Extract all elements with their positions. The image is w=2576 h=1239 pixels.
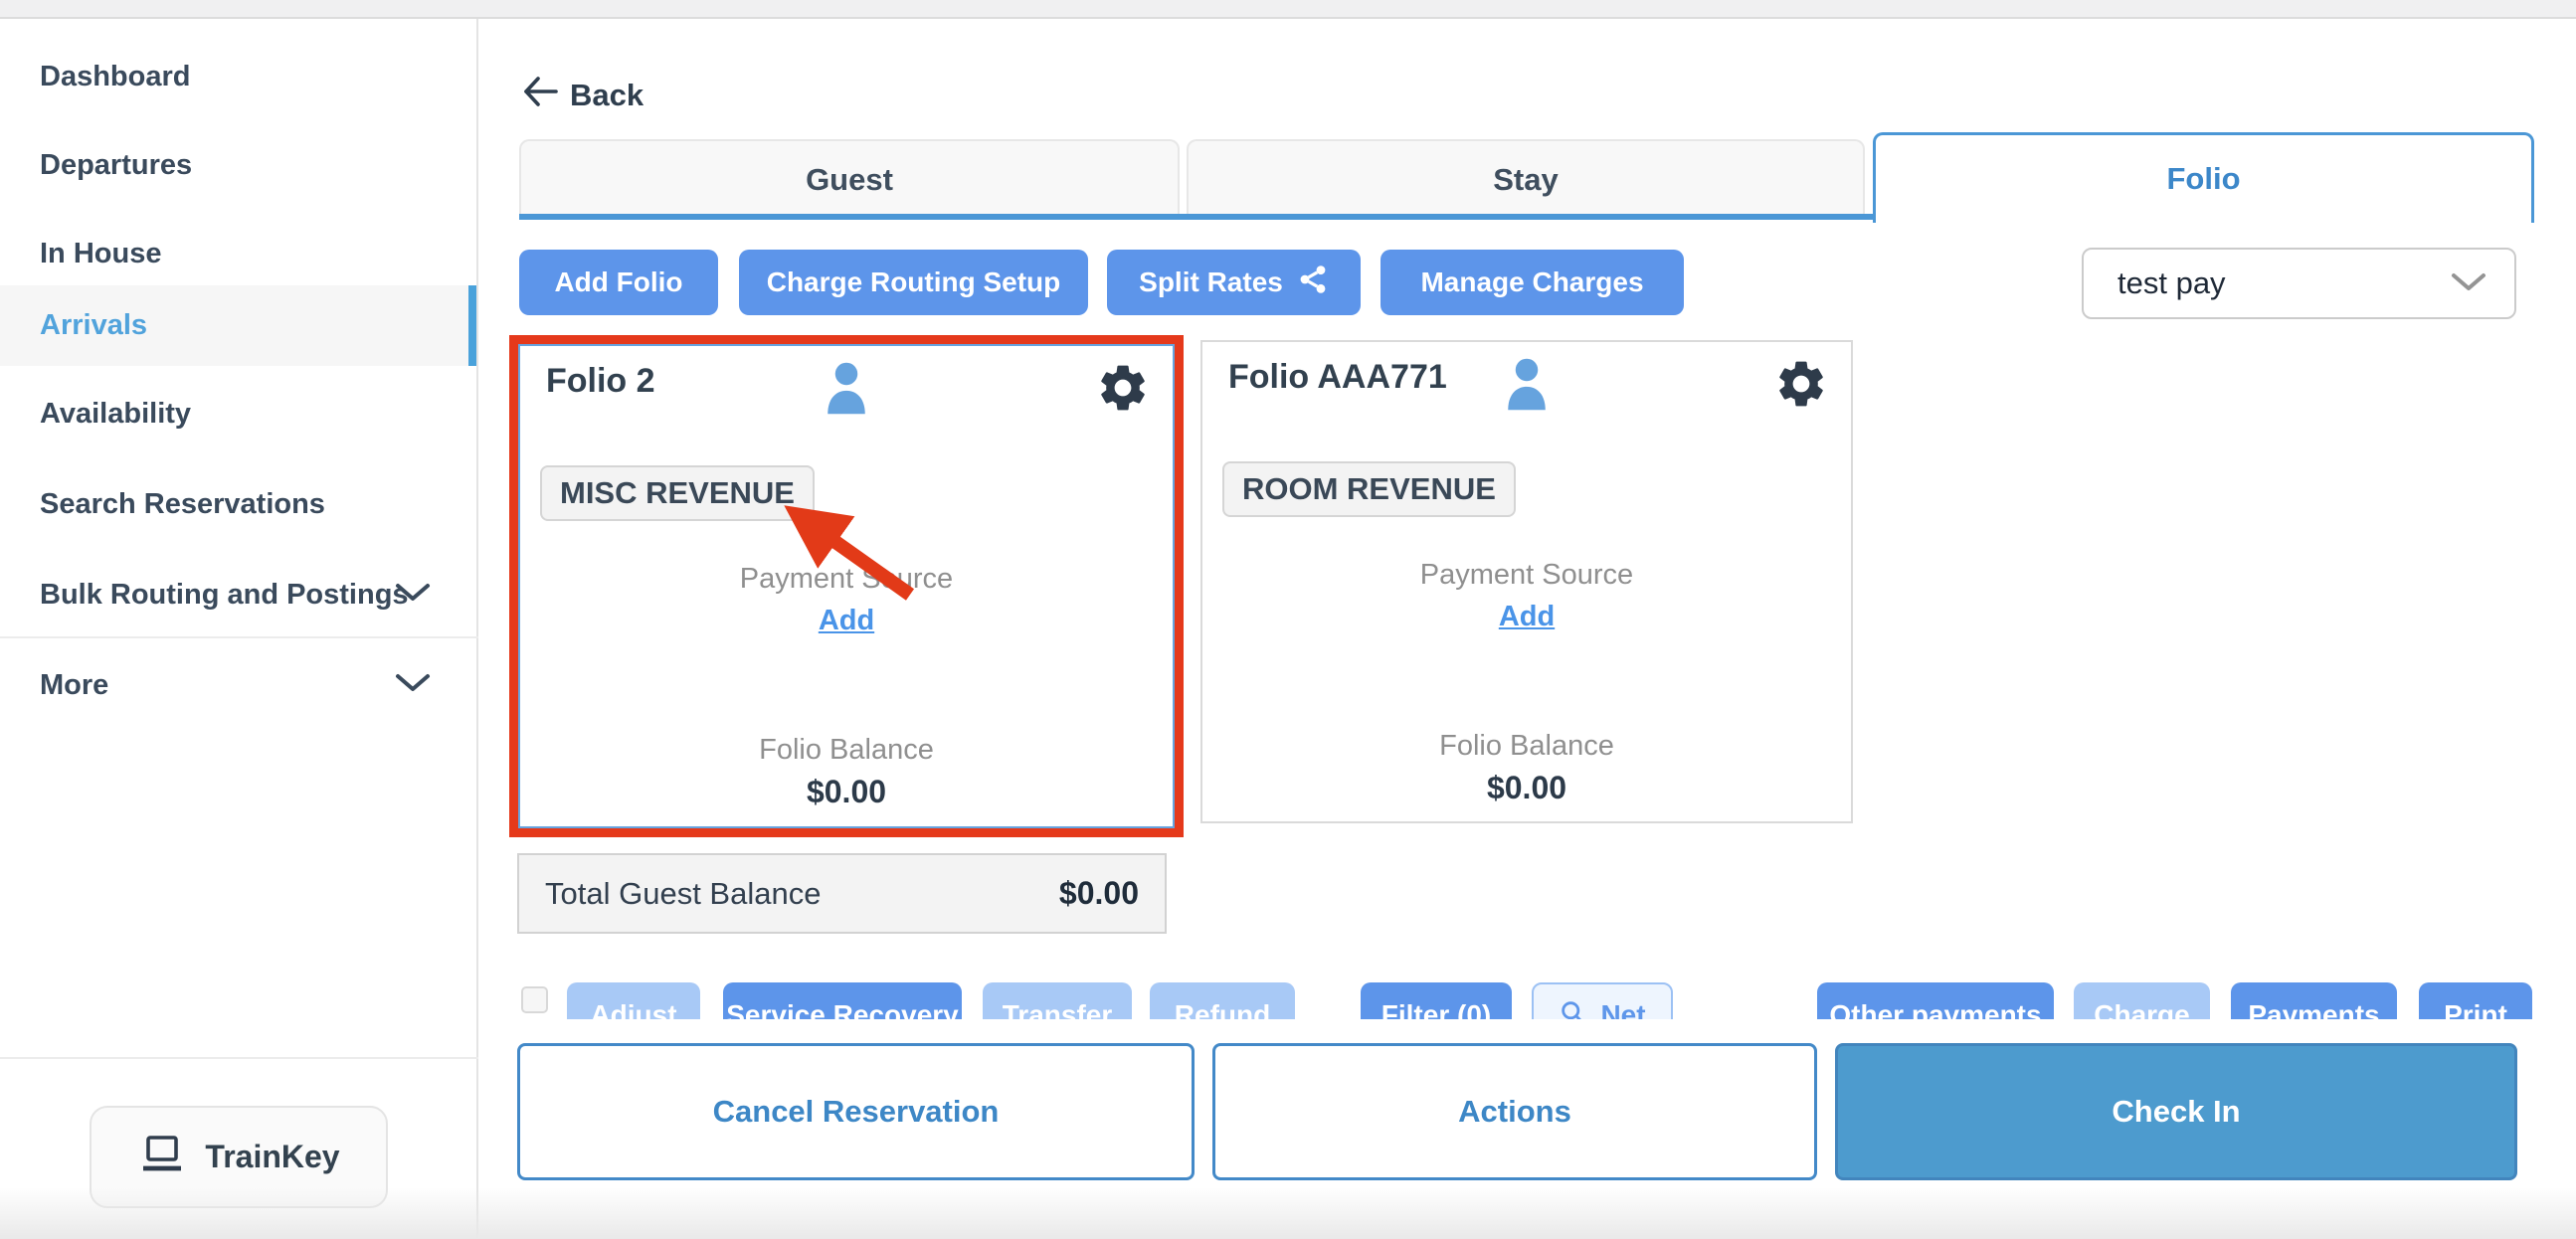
tab-folio[interactable]: Folio: [1873, 132, 2534, 223]
filter-button[interactable]: Filter (0): [1361, 982, 1512, 1019]
adjust-button[interactable]: Adjust: [567, 982, 700, 1019]
folio-title: Folio AAA771: [1228, 358, 1447, 396]
trainkey-brand-button[interactable]: TrainKey: [90, 1106, 388, 1208]
service-recovery-button[interactable]: Service Recovery: [723, 982, 962, 1019]
sidebar-item-in-house[interactable]: In House: [40, 237, 162, 269]
actions-button[interactable]: Actions: [1212, 1043, 1817, 1180]
top-bar: [0, 0, 2576, 19]
chevron-down-icon: [395, 669, 431, 702]
print-button[interactable]: Print: [2419, 982, 2532, 1019]
arrow-left-icon: [522, 76, 560, 115]
other-payments-button[interactable]: Other payments: [1817, 982, 2054, 1019]
folio-card-folio-aaa771[interactable]: Folio AAA771 ROOM REVENUE Payment Source…: [1200, 340, 1853, 823]
split-rates-button[interactable]: Split Rates: [1107, 250, 1361, 315]
sidebar-item-bulk-routing[interactable]: Bulk Routing and Postings: [0, 573, 476, 617]
sidebar-item-departures[interactable]: Departures: [40, 148, 193, 181]
folio-title: Folio 2: [546, 362, 655, 400]
revenue-tag-chip: ROOM REVENUE: [1222, 461, 1516, 517]
search-icon: [1559, 998, 1586, 1019]
chevron-down-icon: [395, 579, 431, 612]
revenue-tag-chip: MISC REVENUE: [540, 465, 815, 521]
add-folio-button[interactable]: Add Folio: [519, 250, 718, 315]
tab-guest[interactable]: Guest: [519, 139, 1180, 218]
sidebar-divider: [0, 636, 478, 638]
folio-balance-value: $0.00: [806, 774, 887, 809]
folio-balance-label: Folio Balance: [759, 734, 934, 766]
check-in-button[interactable]: Check In: [1835, 1043, 2517, 1180]
tab-active-underline: [519, 214, 1874, 220]
folio-card-folio-2[interactable]: Folio 2 MISC REVENUE Payment Source Add …: [518, 344, 1175, 828]
back-button[interactable]: Back: [522, 76, 644, 115]
sidebar-item-availability[interactable]: Availability: [40, 397, 192, 430]
folio-balance-label: Folio Balance: [1439, 730, 1614, 762]
sidebar-item-dashboard[interactable]: Dashboard: [40, 60, 191, 92]
total-guest-balance-bar: Total Guest Balance $0.00: [517, 853, 1167, 934]
chevron-down-icon: [2451, 266, 2486, 301]
payment-source-label: Payment Source: [1419, 559, 1634, 591]
payments-button[interactable]: Payments: [2231, 982, 2397, 1019]
refund-button[interactable]: Refund: [1150, 982, 1295, 1019]
sidebar-item-more[interactable]: More: [0, 663, 476, 707]
payment-source-label: Payment Source: [739, 563, 954, 595]
share-icon: [1297, 264, 1329, 302]
charge-button[interactable]: Charge: [2074, 982, 2210, 1019]
charge-actions-row: Adjust Service Recovery Transfer Refund …: [0, 982, 2576, 1019]
person-icon: [1504, 354, 1550, 419]
gear-icon[interactable]: [1095, 360, 1151, 421]
sidebar-item-search-reservations[interactable]: Search Reservations: [40, 487, 325, 520]
add-payment-source-link[interactable]: Add: [818, 605, 875, 636]
tab-stay[interactable]: Stay: [1187, 139, 1865, 218]
active-indicator-bar: [468, 285, 476, 366]
manage-charges-button[interactable]: Manage Charges: [1380, 250, 1684, 315]
folio-balance-value: $0.00: [1486, 770, 1567, 805]
add-payment-source-link[interactable]: Add: [1498, 601, 1556, 632]
transfer-button[interactable]: Transfer: [983, 982, 1132, 1019]
payment-type-select[interactable]: test pay: [2082, 248, 2516, 319]
net-button[interactable]: Net: [1532, 982, 1673, 1019]
sidebar-footer-divider: [0, 1057, 478, 1059]
charge-routing-setup-button[interactable]: Charge Routing Setup: [739, 250, 1088, 315]
sidebar: Dashboard Departures In House Arrivals A…: [0, 19, 478, 1239]
total-guest-balance-label: Total Guest Balance: [545, 875, 822, 911]
select-all-checkbox[interactable]: [521, 986, 548, 1013]
sidebar-item-arrivals[interactable]: Arrivals: [0, 285, 476, 366]
brand-label: TrainKey: [205, 1139, 340, 1174]
laptop-icon: [137, 1132, 187, 1183]
gear-icon[interactable]: [1773, 356, 1829, 417]
total-guest-balance-value: $0.00: [1058, 875, 1139, 911]
person-icon: [824, 358, 869, 423]
cancel-reservation-button[interactable]: Cancel Reservation: [517, 1043, 1195, 1180]
